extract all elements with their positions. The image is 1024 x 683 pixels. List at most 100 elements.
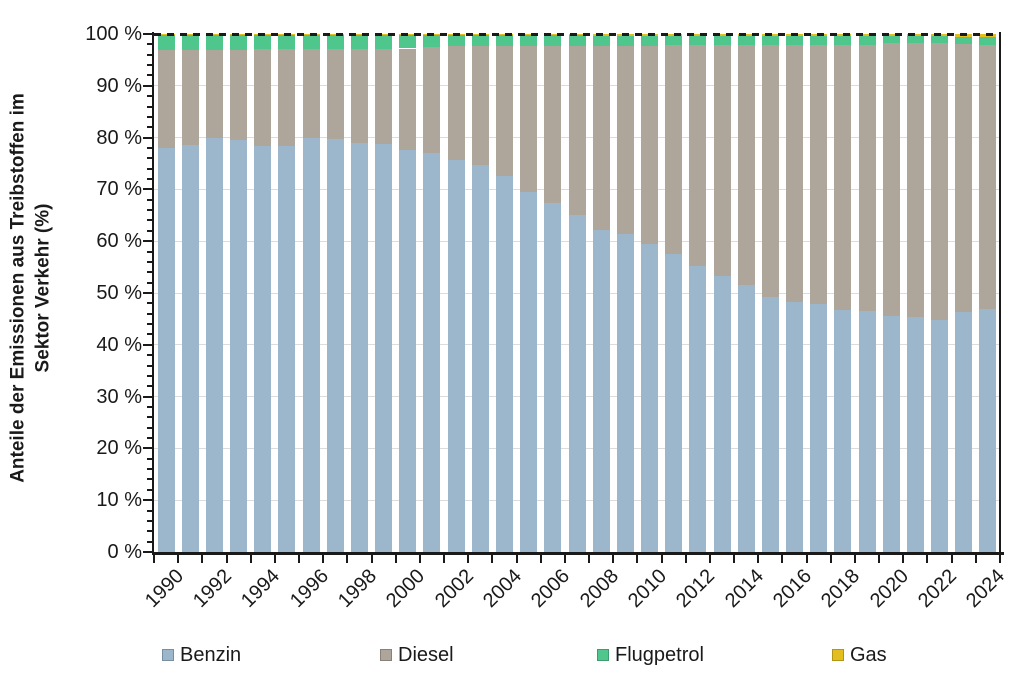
y-tick-label: 70 % bbox=[96, 178, 142, 201]
bar-segment-flugpetrol-2017 bbox=[810, 35, 828, 45]
bar-segment-benzin-2022 bbox=[931, 319, 949, 552]
y-minor-tick bbox=[147, 74, 152, 77]
x-tick bbox=[974, 554, 977, 563]
bar-segment-benzin-2005 bbox=[520, 191, 538, 552]
bar-segment-diesel-2004 bbox=[495, 45, 513, 177]
bar-segment-diesel-2017 bbox=[810, 44, 828, 305]
y-minor-tick bbox=[147, 126, 152, 129]
x-tick bbox=[999, 554, 1001, 563]
x-tick bbox=[563, 554, 566, 563]
x-tick-label: 2002 bbox=[430, 565, 478, 613]
y-minor-tick bbox=[147, 540, 152, 543]
y-major-tick bbox=[143, 84, 152, 87]
bar-segment-diesel-2011 bbox=[665, 45, 683, 255]
x-tick bbox=[588, 554, 591, 563]
reference-line-100pct bbox=[154, 32, 1000, 36]
x-tick bbox=[636, 554, 639, 563]
x-tick bbox=[902, 554, 905, 563]
y-minor-tick bbox=[147, 385, 152, 388]
bar-segment-flugpetrol-1990 bbox=[157, 34, 175, 51]
y-minor-tick bbox=[147, 323, 152, 326]
bar-segment-benzin-2014 bbox=[737, 285, 755, 552]
y-minor-tick bbox=[147, 374, 152, 377]
bar-segment-diesel-2003 bbox=[471, 45, 489, 166]
bar-segment-diesel-1990 bbox=[157, 50, 175, 148]
y-minor-tick bbox=[147, 157, 152, 160]
bar-segment-benzin-2023 bbox=[955, 311, 973, 552]
y-minor-tick bbox=[147, 271, 152, 274]
bar-segment-flugpetrol-1995 bbox=[278, 34, 296, 50]
bar-segment-flugpetrol-1996 bbox=[302, 34, 320, 50]
bar-segment-diesel-2019 bbox=[858, 44, 876, 311]
bar-segment-flugpetrol-1998 bbox=[350, 34, 368, 50]
bar-segment-diesel-2009 bbox=[616, 45, 634, 235]
bar-segment-flugpetrol-2012 bbox=[689, 35, 707, 46]
x-tick bbox=[467, 554, 470, 563]
bar-segment-flugpetrol-2002 bbox=[447, 35, 465, 47]
y-major-tick bbox=[143, 188, 152, 191]
bar-segment-diesel-1996 bbox=[302, 49, 320, 138]
y-major-tick bbox=[143, 551, 152, 553]
bar-segment-diesel-2021 bbox=[906, 42, 924, 317]
plot-right-border bbox=[999, 32, 1001, 554]
bar-segment-flugpetrol-2003 bbox=[471, 35, 489, 46]
x-tick-label: 2022 bbox=[914, 565, 962, 613]
bar-segment-diesel-1993 bbox=[230, 49, 248, 141]
bar-segment-diesel-1995 bbox=[278, 49, 296, 147]
bar-segment-flugpetrol-2023 bbox=[955, 36, 973, 45]
bar-segment-flugpetrol-2009 bbox=[616, 35, 634, 46]
bar-segment-benzin-2007 bbox=[568, 215, 586, 552]
bar-segment-diesel-1994 bbox=[254, 49, 272, 146]
x-tick bbox=[829, 554, 832, 563]
bar-segment-benzin-1992 bbox=[205, 137, 223, 552]
y-tick-label: 60 % bbox=[96, 230, 142, 253]
y-minor-tick bbox=[147, 95, 152, 98]
y-minor-tick bbox=[147, 167, 152, 170]
x-tick bbox=[878, 554, 881, 563]
bar-segment-diesel-2008 bbox=[592, 45, 610, 230]
y-minor-tick bbox=[147, 354, 152, 357]
x-tick bbox=[805, 554, 808, 563]
x-tick-label: 1990 bbox=[140, 565, 188, 613]
bar-segment-diesel-2015 bbox=[761, 44, 779, 298]
bar-segment-benzin-2008 bbox=[592, 229, 610, 552]
x-tick bbox=[539, 554, 542, 563]
x-tick bbox=[708, 554, 711, 563]
legend-marker-flugpetrol-icon bbox=[597, 649, 609, 661]
bar-segment-diesel-2016 bbox=[786, 44, 804, 302]
x-tick-label: 2024 bbox=[962, 565, 1010, 613]
x-tick-label: 2008 bbox=[575, 565, 623, 613]
bar-segment-flugpetrol-2019 bbox=[858, 35, 876, 45]
x-tick bbox=[443, 554, 446, 563]
bar-segment-diesel-1991 bbox=[181, 50, 199, 145]
y-major-tick bbox=[143, 499, 152, 502]
bar-segment-flugpetrol-2005 bbox=[520, 35, 538, 46]
bar-segment-flugpetrol-2020 bbox=[882, 36, 900, 43]
x-tick bbox=[249, 554, 252, 563]
y-tick-label: 0 % bbox=[107, 541, 142, 563]
bar-segment-benzin-1991 bbox=[181, 144, 199, 552]
bar-segment-benzin-2016 bbox=[786, 301, 804, 552]
y-minor-tick bbox=[147, 530, 152, 533]
bar-segment-diesel-2010 bbox=[641, 45, 658, 244]
bar-segment-benzin-1997 bbox=[326, 139, 344, 552]
bar-segment-diesel-1997 bbox=[326, 49, 344, 140]
y-minor-tick bbox=[147, 281, 152, 284]
bar-segment-benzin-2004 bbox=[495, 176, 513, 552]
x-tick bbox=[515, 554, 518, 563]
x-tick-label: 1996 bbox=[285, 565, 333, 613]
y-minor-tick bbox=[147, 260, 152, 263]
x-tick bbox=[757, 554, 760, 563]
x-tick bbox=[322, 554, 325, 563]
y-tick-label: 20 % bbox=[96, 437, 142, 460]
x-tick-label: 2016 bbox=[769, 565, 817, 613]
x-tick bbox=[370, 554, 373, 563]
x-tick bbox=[853, 554, 856, 563]
x-tick-label: 2012 bbox=[672, 565, 720, 613]
bar-segment-flugpetrol-2013 bbox=[713, 35, 731, 45]
bar-segment-diesel-2001 bbox=[423, 47, 441, 153]
bar-segment-benzin-1994 bbox=[254, 145, 272, 552]
y-minor-tick bbox=[147, 426, 152, 429]
bar-segment-flugpetrol-1992 bbox=[205, 34, 223, 50]
y-major-tick bbox=[143, 240, 152, 243]
